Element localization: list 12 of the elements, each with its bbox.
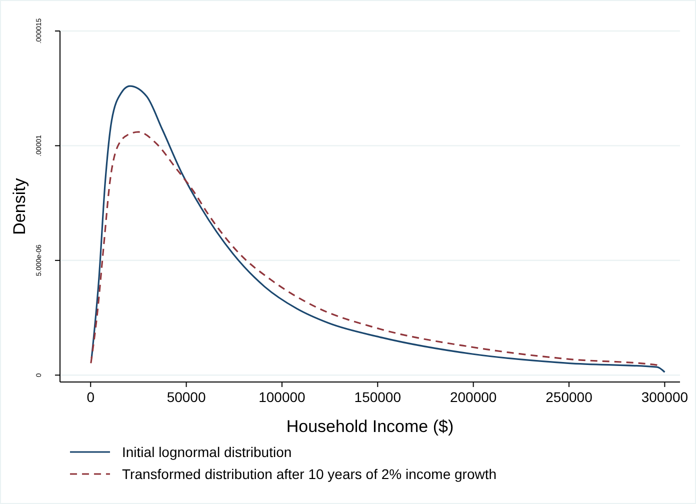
- x-tick-label: 250000: [546, 389, 593, 405]
- x-tick-label: 0: [86, 389, 95, 405]
- x-tick-label: 300000: [641, 389, 688, 405]
- x-tick-label: 100000: [258, 389, 306, 405]
- x-tick-label: 200000: [450, 389, 497, 405]
- legend-label: Initial lognormal distribution: [122, 444, 292, 460]
- y-axis-title: Density: [10, 178, 29, 235]
- x-tick-label: 150000: [354, 389, 402, 405]
- x-tick-label: 50000: [166, 389, 206, 405]
- legend-label: Transformed distribution after 10 years of 2% income growth: [122, 466, 497, 482]
- line-series: [90, 85, 666, 373]
- x-axis-title: Household Income ($): [286, 417, 454, 436]
